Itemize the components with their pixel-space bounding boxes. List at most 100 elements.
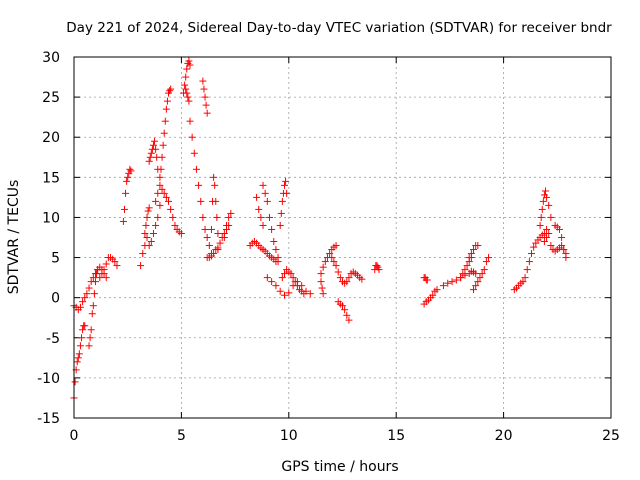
data-point (214, 229, 222, 237)
data-point (433, 286, 441, 294)
data-point (482, 258, 490, 266)
series-34 (465, 242, 482, 262)
data-point (158, 185, 166, 193)
data-point (463, 262, 471, 270)
data-point (144, 207, 152, 215)
series-15 (203, 244, 222, 262)
data-point (119, 217, 127, 225)
y-tick-label: 30 (42, 50, 60, 66)
data-point (143, 234, 151, 241)
data-point (519, 278, 527, 286)
data-point (201, 225, 209, 233)
data-point (558, 242, 566, 250)
data-point (537, 213, 545, 221)
series-38 (540, 229, 570, 258)
data-point (96, 274, 104, 282)
data-point (306, 290, 314, 298)
series-6 (137, 201, 164, 270)
data-point (163, 97, 171, 105)
series-29 (371, 262, 383, 274)
y-tick-label: 5 (51, 251, 60, 267)
axis-ticks (73, 56, 612, 419)
data-point (429, 291, 437, 299)
data-point (171, 221, 179, 229)
y-tick-label: 25 (42, 90, 60, 106)
data-point (343, 311, 351, 319)
data-point (317, 278, 325, 286)
x-tick-label: 15 (387, 428, 405, 444)
data-point (439, 282, 447, 290)
data-point (547, 242, 555, 250)
data-point (452, 276, 460, 284)
data-point (213, 213, 221, 221)
series-19 (246, 238, 282, 266)
data-point (328, 254, 336, 262)
data-point (472, 282, 480, 290)
data-point (152, 221, 160, 229)
data-point (127, 167, 135, 175)
data-point (465, 254, 473, 262)
data-point (94, 266, 102, 274)
data-point (89, 302, 97, 310)
data-point (154, 189, 162, 197)
series-4 (96, 254, 121, 282)
series-1 (70, 322, 89, 402)
data-point (543, 225, 551, 233)
x-tick-labels: 0 5 10 15 20 25 (70, 428, 620, 444)
data-point (79, 298, 87, 306)
data-point (278, 274, 286, 282)
data-point (79, 326, 87, 334)
data-point (210, 250, 218, 258)
series-31 (420, 286, 441, 308)
series-20 (253, 193, 267, 229)
data-point (277, 209, 285, 217)
data-point (330, 258, 338, 266)
data-point (199, 77, 207, 85)
series-30 (420, 274, 431, 284)
data-point (448, 278, 456, 286)
data-point (156, 173, 164, 181)
series-26 (328, 254, 366, 287)
x-tick-label: 5 (177, 428, 186, 444)
data-point (272, 282, 280, 290)
series-10 (156, 85, 175, 181)
data-points (70, 57, 570, 402)
data-point (149, 229, 157, 237)
series-9 (152, 181, 185, 237)
data-point (154, 213, 162, 221)
data-point (185, 97, 193, 105)
data-point (318, 284, 326, 292)
data-point (272, 246, 280, 254)
data-point (78, 334, 86, 342)
data-point (183, 89, 191, 97)
data-point (470, 246, 478, 254)
data-point (373, 262, 381, 270)
data-point (334, 268, 342, 276)
data-point (87, 326, 95, 334)
y-axis-label: SDTVAR / TECUs (6, 180, 22, 295)
data-point (81, 294, 89, 302)
grid-lines (74, 57, 611, 418)
data-point (158, 153, 166, 161)
data-point (278, 197, 286, 205)
data-point (88, 310, 96, 318)
series-21 (259, 181, 282, 262)
data-point (470, 286, 478, 294)
data-point (71, 378, 79, 386)
series-39 (551, 221, 570, 262)
data-point (214, 246, 222, 254)
data-point (143, 213, 151, 221)
data-point (543, 234, 551, 241)
data-point (562, 254, 570, 262)
data-point (212, 197, 220, 205)
data-point (538, 205, 546, 213)
data-point (203, 109, 211, 117)
data-point (283, 189, 291, 197)
data-point (160, 129, 168, 137)
data-point (169, 213, 177, 221)
data-point (343, 278, 351, 286)
data-point (152, 145, 160, 153)
data-point (167, 205, 175, 213)
x-tick-label: 25 (602, 428, 620, 444)
data-point (223, 221, 231, 229)
